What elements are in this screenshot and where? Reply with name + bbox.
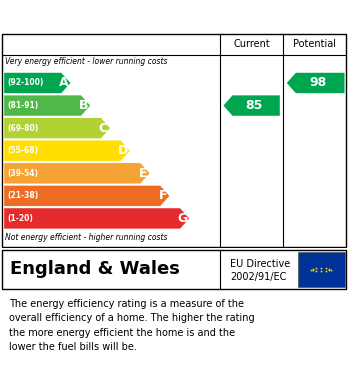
Polygon shape [4, 73, 70, 93]
Text: Potential: Potential [293, 39, 336, 49]
Text: Very energy efficient - lower running costs: Very energy efficient - lower running co… [5, 57, 168, 66]
Text: (39-54): (39-54) [7, 169, 38, 178]
Text: (1-20): (1-20) [7, 214, 33, 223]
Polygon shape [4, 140, 130, 161]
Text: (69-80): (69-80) [7, 124, 38, 133]
Polygon shape [4, 95, 90, 116]
Polygon shape [4, 208, 189, 229]
Text: EU Directive: EU Directive [230, 259, 291, 269]
Text: Energy Efficiency Rating: Energy Efficiency Rating [9, 9, 219, 24]
Text: C: C [99, 122, 108, 135]
Text: (21-38): (21-38) [7, 191, 38, 200]
Text: 2002/91/EC: 2002/91/EC [230, 272, 287, 282]
Text: 85: 85 [245, 99, 263, 112]
Polygon shape [287, 73, 345, 93]
Bar [298, 252, 345, 287]
Polygon shape [4, 186, 169, 206]
Text: England & Wales: England & Wales [10, 260, 180, 278]
Text: (55-68): (55-68) [7, 146, 38, 155]
Text: A: A [59, 77, 69, 90]
Text: G: G [177, 212, 188, 225]
Text: The energy efficiency rating is a measure of the
overall efficiency of a home. T: The energy efficiency rating is a measur… [9, 299, 254, 352]
Text: E: E [139, 167, 147, 180]
Text: Current: Current [233, 39, 270, 49]
Text: F: F [158, 189, 167, 203]
Text: B: B [79, 99, 88, 112]
Polygon shape [4, 118, 110, 138]
Text: Not energy efficient - higher running costs: Not energy efficient - higher running co… [5, 233, 168, 242]
Text: (81-91): (81-91) [7, 101, 38, 110]
Polygon shape [223, 95, 280, 116]
Text: 98: 98 [309, 77, 327, 90]
Text: (92-100): (92-100) [7, 79, 44, 88]
Text: D: D [118, 144, 128, 157]
Polygon shape [4, 163, 150, 183]
